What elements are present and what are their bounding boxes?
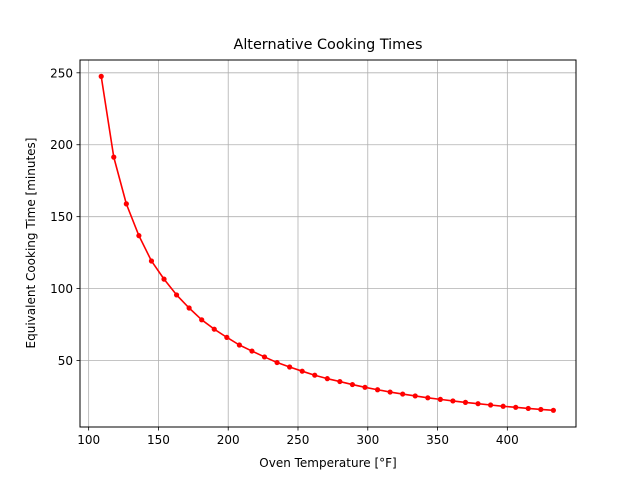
data-point — [312, 372, 318, 378]
data-point — [538, 406, 544, 413]
data-point — [98, 73, 104, 80]
data-point — [173, 292, 180, 298]
y-tick-label: 200 — [50, 138, 73, 152]
data-point — [475, 401, 481, 407]
x-axis-label: Oven Temperature [°F] — [259, 456, 396, 470]
y-tick-label: 50 — [58, 354, 73, 368]
axis-ticks: 100 150 200 250 300 350 400 50 100 150 200 250 — [50, 66, 519, 447]
data-point — [287, 364, 293, 370]
data-point — [374, 387, 381, 393]
data-point — [487, 402, 494, 408]
data-point — [337, 378, 343, 385]
data-point — [425, 395, 431, 401]
data-point — [500, 403, 506, 409]
chart-title: Alternative Cooking Times — [233, 37, 422, 53]
data-point — [525, 405, 531, 412]
y-tick-label: 150 — [50, 210, 73, 224]
data-point — [136, 233, 142, 239]
data-point — [261, 354, 268, 360]
data-series — [98, 73, 556, 413]
data-point — [387, 389, 393, 395]
data-point — [550, 407, 556, 413]
data-point — [148, 258, 155, 264]
data-point — [161, 276, 167, 282]
data-point — [513, 404, 519, 410]
x-tick-label: 350 — [426, 433, 449, 447]
data-point — [450, 398, 456, 404]
grid-lines — [80, 60, 576, 427]
data-point — [299, 368, 305, 374]
y-axis-label: Equivalent Cooking Time [minutes] — [24, 138, 38, 349]
data-point — [111, 154, 117, 160]
x-tick-label: 150 — [147, 433, 170, 447]
x-tick-label: 250 — [287, 433, 310, 447]
x-tick-label: 300 — [356, 433, 379, 447]
data-point — [400, 391, 406, 397]
data-point — [123, 201, 129, 207]
data-point — [236, 342, 242, 348]
y-tick-label: 250 — [50, 66, 73, 80]
data-point — [324, 376, 330, 382]
data-point — [224, 334, 230, 340]
data-point — [437, 396, 443, 402]
x-tick-label: 100 — [77, 433, 100, 447]
data-point — [186, 305, 192, 311]
x-tick-label: 400 — [496, 433, 519, 447]
data-point — [362, 384, 368, 390]
data-point — [462, 399, 469, 405]
data-point — [249, 348, 255, 354]
y-tick-label: 100 — [50, 282, 73, 296]
data-point — [199, 317, 205, 323]
x-tick-label: 200 — [217, 433, 240, 447]
plot-area-frame — [79, 59, 577, 428]
data-point — [211, 326, 217, 332]
data-point — [274, 359, 280, 366]
data-point — [412, 393, 418, 399]
data-point — [349, 381, 356, 388]
